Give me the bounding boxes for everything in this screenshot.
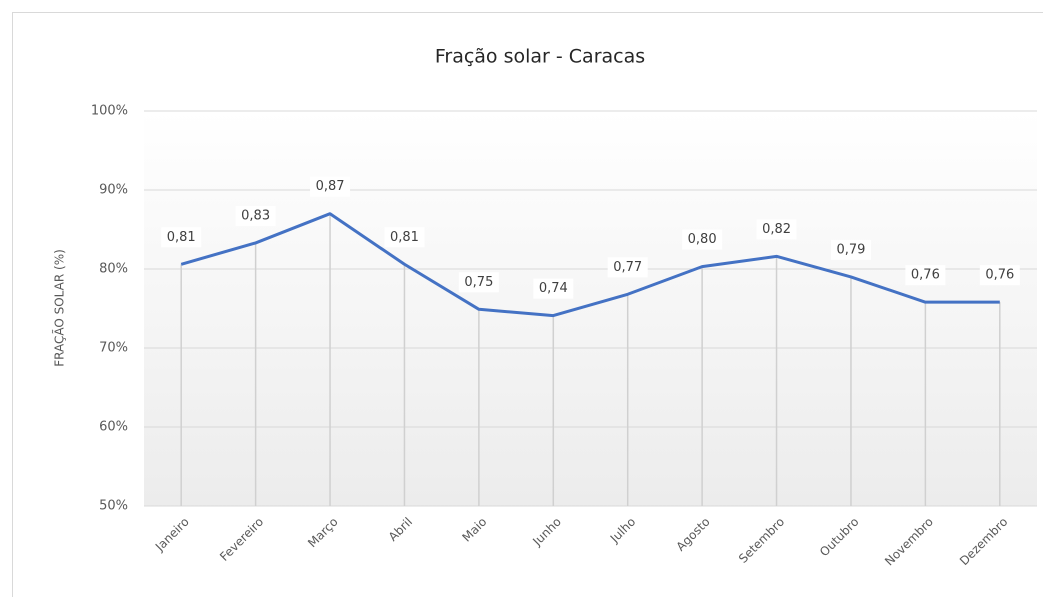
y-tick-label: 70% [99, 341, 128, 356]
y-tick-label: 90% [99, 183, 128, 198]
data-label-bg [235, 205, 276, 226]
data-label: 0,80 [682, 229, 723, 250]
data-label-text: 0,77 [613, 260, 642, 275]
data-label-text: 0,80 [688, 232, 717, 247]
data-label-bg [905, 265, 946, 286]
y-axis-label: FRAÇÃO SOLAR (%) [52, 249, 67, 367]
data-label-bg [682, 229, 723, 250]
data-label-bg [756, 219, 797, 240]
data-label-bg [161, 227, 202, 248]
data-label-text: 0,87 [316, 179, 345, 194]
series-line [180, 212, 1000, 318]
data-label: 0,75 [458, 272, 499, 293]
data-label-bg [310, 176, 351, 197]
data-label-bg [533, 278, 574, 299]
data-label: 0,77 [607, 257, 648, 278]
y-tick-label: 50% [99, 499, 128, 514]
data-label-bg [384, 227, 425, 248]
y-tick-label: 80% [99, 262, 128, 277]
y-tick-label: 60% [99, 420, 128, 435]
chart-title: Fração solar - Caracas [435, 46, 645, 68]
data-label-text: 0,75 [464, 275, 493, 290]
data-label: 0,79 [830, 239, 871, 260]
data-label: 0,76 [979, 265, 1020, 286]
plot-area [144, 111, 1037, 506]
data-label: 0,74 [533, 278, 574, 299]
data-label-bg [458, 272, 499, 293]
data-label: 0,87 [310, 176, 351, 197]
data-label-bg [979, 265, 1020, 286]
data-label-text: 0,82 [762, 222, 791, 237]
data-label: 0,83 [235, 205, 276, 226]
y-tick-label: 100% [91, 104, 128, 119]
data-label-text: 0,83 [241, 208, 270, 223]
data-label: 0,81 [161, 227, 202, 248]
data-label-text: 0,81 [390, 230, 419, 245]
data-label-text: 0,79 [836, 242, 865, 257]
data-label-text: 0,76 [911, 268, 940, 283]
data-label-text: 0,74 [539, 281, 568, 296]
data-label-bg [830, 239, 871, 260]
data-label-text: 0,76 [985, 268, 1014, 283]
data-label: 0,81 [384, 227, 425, 248]
data-label-text: 0,81 [167, 230, 196, 245]
data-label: 0,82 [756, 219, 797, 240]
data-label: 0,76 [905, 265, 946, 286]
data-label-bg [607, 257, 648, 278]
